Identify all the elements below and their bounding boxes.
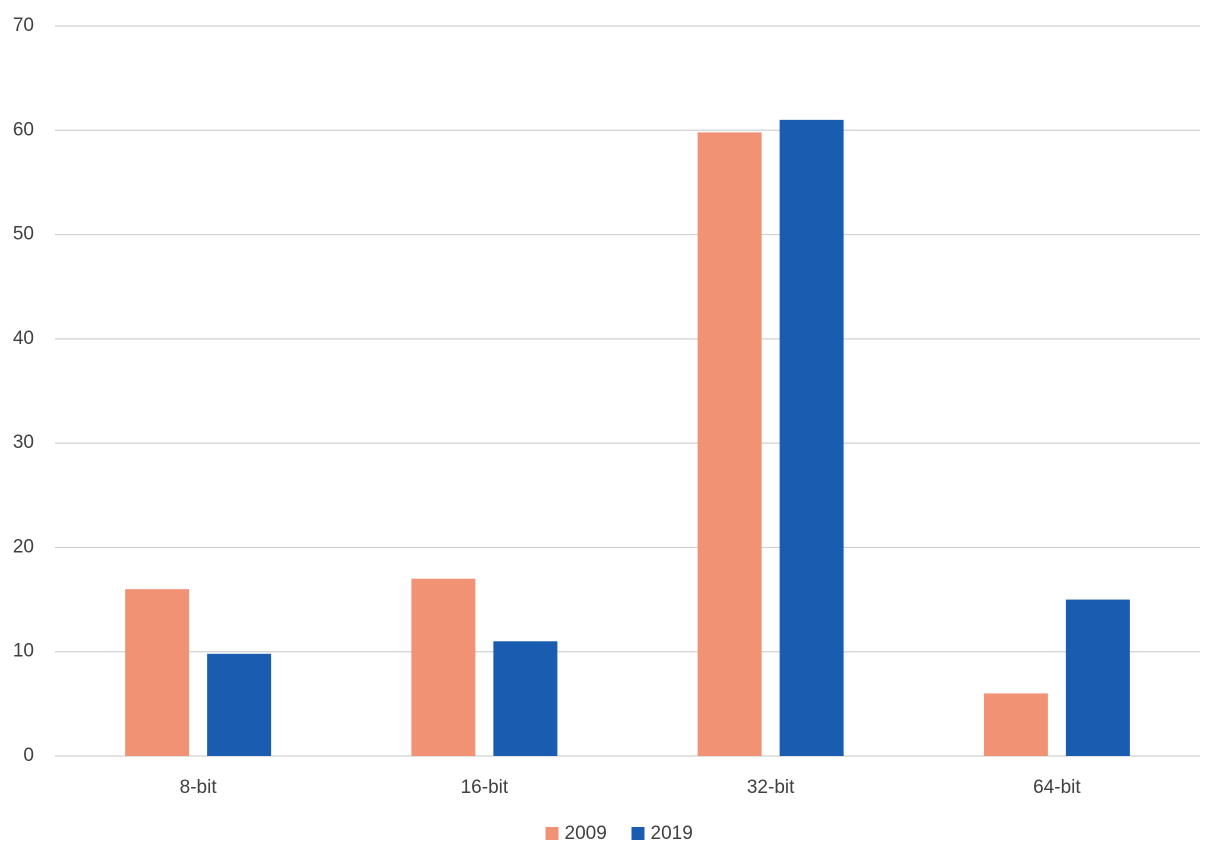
bar (125, 589, 190, 756)
y-tick-label: 70 (13, 15, 34, 36)
y-tick-label: 60 (13, 119, 34, 140)
bar (983, 693, 1048, 756)
x-tick-label: 64-bit (1033, 777, 1081, 798)
bar (207, 653, 272, 756)
x-tick-label: 8-bit (180, 777, 218, 798)
legend-label: 2019 (651, 823, 693, 844)
legend-swatch (631, 827, 645, 840)
y-tick-label: 50 (13, 224, 34, 245)
legend-swatch (545, 827, 559, 840)
y-tick-label: 10 (13, 641, 34, 662)
legend-label: 2009 (565, 823, 607, 844)
bar (779, 119, 844, 757)
bar (697, 132, 762, 756)
y-tick-label: 40 (13, 328, 34, 349)
bar (1065, 599, 1130, 756)
y-tick-label: 20 (13, 536, 34, 557)
x-tick-label: 16-bit (461, 777, 509, 798)
x-tick-label: 32-bit (747, 777, 795, 798)
y-tick-label: 0 (23, 745, 34, 766)
y-tick-label: 30 (13, 432, 34, 453)
bar (493, 641, 558, 756)
bar (411, 578, 476, 756)
